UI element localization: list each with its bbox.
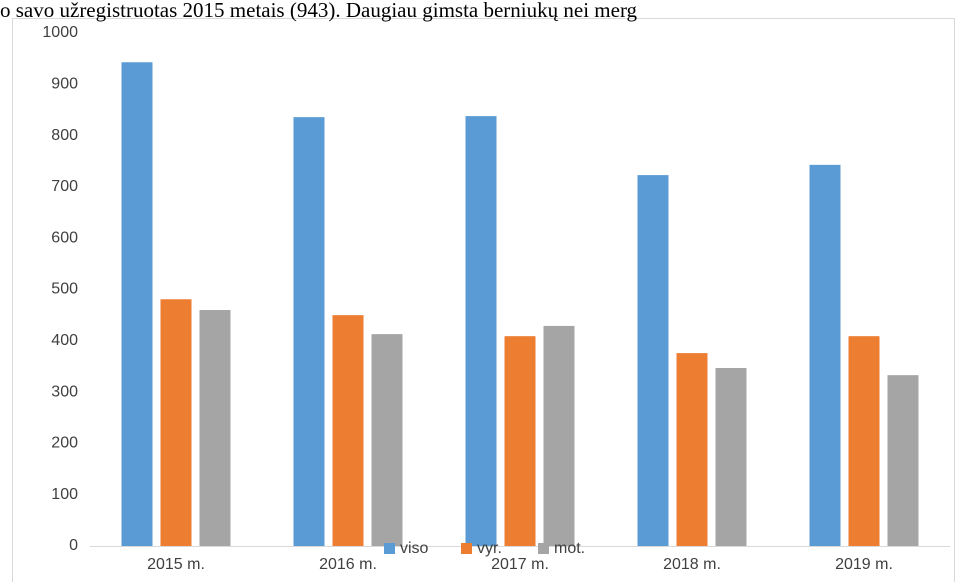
x-tick-label: 2016 m. bbox=[319, 556, 377, 573]
x-tick-label: 2019 m. bbox=[835, 556, 893, 573]
bar bbox=[199, 310, 231, 546]
y-tick-label: 1000 bbox=[42, 24, 78, 41]
legend-label: viso bbox=[400, 540, 429, 557]
x-tick-label: 2015 m. bbox=[147, 556, 205, 573]
y-tick-label: 200 bbox=[51, 435, 78, 452]
y-tick-label: 900 bbox=[51, 76, 78, 93]
bar bbox=[465, 116, 497, 546]
y-tick-label: 0 bbox=[69, 537, 78, 554]
y-tick-label: 500 bbox=[51, 281, 78, 298]
bar bbox=[543, 325, 575, 546]
chart-frame bbox=[12, 18, 955, 582]
x-tick-label: 2018 m. bbox=[663, 556, 721, 573]
chart-title: o savo užregistruotas 2015 metais (943).… bbox=[0, 0, 638, 22]
bar bbox=[160, 299, 192, 546]
bar bbox=[332, 315, 364, 546]
y-tick-label: 800 bbox=[51, 127, 78, 144]
bar bbox=[293, 117, 325, 546]
legend-swatch bbox=[538, 543, 549, 554]
y-tick-label: 300 bbox=[51, 383, 78, 400]
bar bbox=[887, 375, 919, 546]
bar bbox=[809, 164, 841, 546]
bar bbox=[848, 336, 880, 546]
bar bbox=[676, 353, 708, 546]
y-tick-label: 400 bbox=[51, 332, 78, 349]
legend-label: vyr. bbox=[477, 540, 502, 557]
bar bbox=[715, 367, 747, 546]
legend-swatch bbox=[384, 543, 395, 554]
bar bbox=[504, 336, 536, 546]
y-tick-label: 100 bbox=[51, 486, 78, 503]
bar bbox=[371, 334, 403, 546]
legend-swatch bbox=[461, 543, 472, 554]
legend-label: mot. bbox=[554, 540, 585, 557]
x-tick-label: 2017 m. bbox=[491, 556, 549, 573]
y-tick-label: 600 bbox=[51, 229, 78, 246]
bar bbox=[121, 62, 153, 547]
y-tick-label: 700 bbox=[51, 178, 78, 195]
bar bbox=[637, 175, 669, 546]
